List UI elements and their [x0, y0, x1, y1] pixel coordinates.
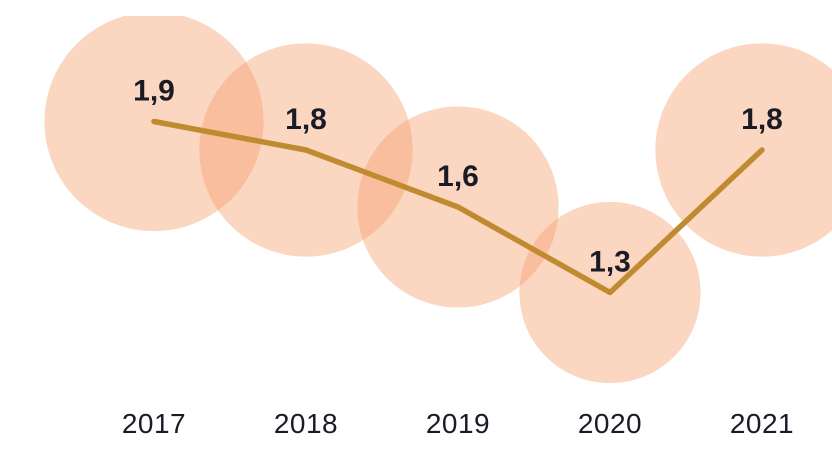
x-axis-label-2019: 2019 — [426, 408, 490, 439]
bubble-line-chart-svg: 1,9 1,8 1,6 1,3 1,8 2017 2018 2019 2020 2021 — [44, 16, 832, 439]
trend-line — [151, 118, 765, 296]
x-axis-label-2017: 2017 — [122, 408, 186, 439]
bubble-2021 — [655, 43, 832, 257]
x-axis-label-layer: 2017 2018 2019 2020 2021 — [122, 408, 794, 439]
bubble-line-chart: 1,9 1,8 1,6 1,3 1,8 2017 2018 2019 2020 2021 — [40, 16, 832, 442]
x-axis-label-2020: 2020 — [578, 408, 642, 439]
value-label-2017: 1,9 — [133, 75, 175, 108]
value-label-2019: 1,6 — [437, 160, 479, 193]
x-axis-label-2018: 2018 — [274, 408, 338, 439]
value-label-2020: 1,3 — [589, 246, 631, 279]
value-label-2021: 1,8 — [741, 103, 783, 136]
x-axis-label-2021: 2021 — [730, 408, 794, 439]
value-label-2018: 1,8 — [285, 103, 327, 136]
line-layer — [151, 118, 765, 296]
value-label-layer: 1,9 1,8 1,6 1,3 1,8 — [133, 75, 783, 279]
